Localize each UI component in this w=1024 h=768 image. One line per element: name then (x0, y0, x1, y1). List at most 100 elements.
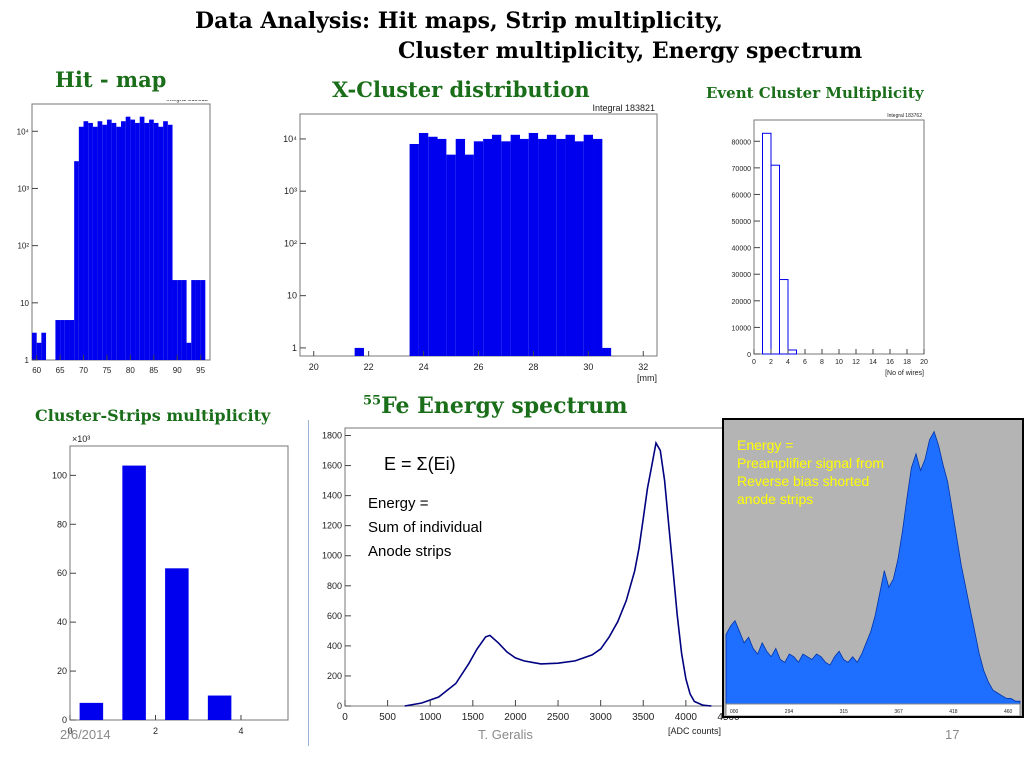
histogram-bar (106, 119, 112, 360)
histogram-bar (207, 695, 232, 720)
y-tick-label: 1600 (322, 461, 342, 471)
x-tick-label: 70 (79, 366, 88, 375)
x-tick-label: 95 (196, 366, 205, 375)
y-tick-label: 10² (17, 242, 29, 251)
y-tick-label: 20 (57, 666, 67, 676)
energy-sum-formula: E = Σ(Ei) (384, 454, 456, 475)
histogram-bar (79, 702, 104, 720)
histogram-bar (41, 332, 47, 360)
histogram-bar (787, 349, 797, 355)
x-tick-label: 0 (342, 712, 348, 723)
event-multiplicity-chart: 0 2 4 6 8 10 12 14 16 18 20 0 10000 20000 30000 40000 50… (732, 113, 928, 377)
x-tick-label: 14 (869, 359, 877, 366)
x-tick-label: 4 (238, 726, 243, 736)
y-tick-label: 600 (327, 611, 342, 621)
y-tick-label: 10⁴ (17, 127, 30, 136)
xcluster-panel: 20 22 24 26 28 30 32 1 10 10² 10³ 10⁴ Integral 18382… (272, 100, 668, 385)
spectrum-line (404, 440, 712, 707)
histogram-bar (762, 132, 772, 355)
histogram-bar (455, 138, 466, 356)
histogram-bar (779, 279, 789, 355)
y-tick-label: 60 (57, 568, 67, 578)
x-axis-label: [mm] (637, 373, 657, 383)
x-axis-strip (725, 703, 1021, 716)
histogram-bar (144, 122, 150, 360)
x-tick-label: 12 (852, 359, 860, 366)
histogram-bar (139, 116, 145, 360)
x-tick-label: 80 (126, 366, 135, 375)
y-tick-label: 0 (337, 701, 342, 711)
preamp-spectrum-chart: 000 294 315 367 418 460 (725, 430, 1021, 716)
footer-page-number: 17 (945, 727, 960, 742)
y-tick-label: 1800 (322, 431, 342, 441)
y-tick-label: 10² (284, 238, 297, 248)
histogram-bar (181, 280, 187, 360)
x-tick-label: 1500 (462, 712, 485, 723)
energy-note-line-1: Energy = (368, 495, 429, 512)
energy-note-line-3: Anode strips (368, 543, 452, 560)
x-tick-label: 20 (920, 359, 928, 366)
histogram-bar (116, 126, 121, 360)
preamp-note: Energy = Preamplifier signal from Revers… (737, 436, 884, 508)
stats-box-text: Integral 183821 (592, 103, 655, 113)
histogram-bar (510, 134, 520, 356)
x-tick-label: 3000 (590, 712, 613, 723)
x-tick-label: 22 (364, 362, 374, 372)
histogram-bar (165, 568, 189, 720)
x-tick-label: 0 (67, 726, 72, 736)
fe-spectrum-chart: 0500100015002000250030003500400045000200… (322, 427, 740, 736)
y-tick-label: 70000 (732, 166, 752, 173)
histogram-bar (770, 164, 780, 355)
y-tick-label: 1 (25, 356, 30, 365)
xcluster-chart: 20 22 24 26 28 30 32 1 10 10² 10³ 10⁴ Integral 18382… (283, 103, 658, 383)
x-tick-label: 3500 (632, 712, 655, 723)
y-multiplier-label: ×10³ (72, 434, 90, 444)
preamp-note-line-2: Preamplifier signal from (737, 455, 885, 471)
histogram-bar (135, 122, 140, 360)
caption-xcluster: X-Cluster distribution (332, 77, 590, 102)
x-tick-label: 20 (309, 362, 319, 372)
histogram-bar (601, 347, 612, 356)
histogram-bar (565, 134, 575, 356)
y-tick-label: 20000 (732, 299, 752, 306)
histogram-bar (354, 347, 364, 356)
histogram-bar (32, 332, 37, 360)
caption-fe-spectrum: 55Fe Energy spectrum (363, 393, 628, 419)
histogram-bar (538, 138, 548, 356)
histogram-bar (428, 136, 438, 356)
histogram-bar (409, 143, 419, 356)
histogram-bar (92, 126, 98, 360)
x-tick-label: 000 (730, 709, 739, 715)
caption-fe-text: Fe Energy spectrum (381, 393, 628, 419)
slide-title-line-2: Cluster multiplicity, Energy spectrum (398, 38, 863, 64)
histogram-bar (519, 138, 529, 356)
x-tick-label: 367 (894, 709, 903, 715)
y-tick-label: 800 (327, 581, 342, 591)
y-tick-label: 60000 (732, 192, 752, 199)
event-multiplicity-panel: 0 2 4 6 8 10 12 14 16 18 20 0 10000 20000 30000 40000 50… (728, 106, 936, 378)
y-tick-label: 30000 (732, 272, 752, 279)
x-tick-label: 24 (419, 362, 429, 372)
x-tick-label: 26 (473, 362, 483, 372)
histogram-bar (111, 122, 117, 360)
x-tick-label: 500 (379, 712, 396, 723)
caption-event-multiplicity: Event Cluster Multiplicity (706, 84, 924, 102)
histogram-bar (102, 124, 107, 361)
histogram-bar (583, 134, 594, 356)
histogram-bar (158, 126, 164, 360)
x-tick-label: 294 (785, 709, 794, 715)
x-tick-label: 10 (835, 359, 843, 366)
x-tick-label: 2 (769, 359, 773, 366)
histogram-bar (418, 132, 429, 356)
y-tick-label: 0 (62, 715, 67, 725)
y-tick-label: 200 (327, 671, 342, 681)
x-tick-label: 2500 (547, 712, 570, 723)
caption-fe-isotope: 55 (363, 393, 382, 409)
histogram-bar (163, 121, 168, 361)
histogram-bar (130, 119, 136, 360)
histogram-bar (191, 280, 196, 360)
footer-date: 2/6/2014 (60, 727, 111, 742)
histogram-bar (60, 320, 65, 360)
slide-title-line-1: Data Analysis: Hit maps, Strip multiplic… (195, 8, 723, 34)
histogram-bar (55, 320, 61, 360)
